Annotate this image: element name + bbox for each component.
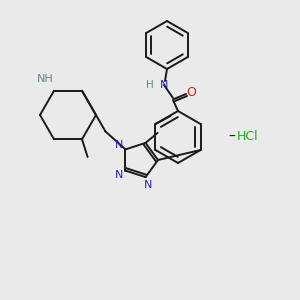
- Text: N: N: [115, 140, 123, 150]
- Text: N: N: [115, 170, 123, 180]
- Text: NH: NH: [37, 74, 53, 84]
- Text: HCl: HCl: [237, 130, 259, 143]
- Text: H: H: [146, 80, 154, 90]
- Text: N: N: [160, 80, 168, 90]
- Text: N: N: [144, 180, 152, 190]
- Text: –: –: [229, 130, 236, 144]
- Text: O: O: [186, 86, 196, 100]
